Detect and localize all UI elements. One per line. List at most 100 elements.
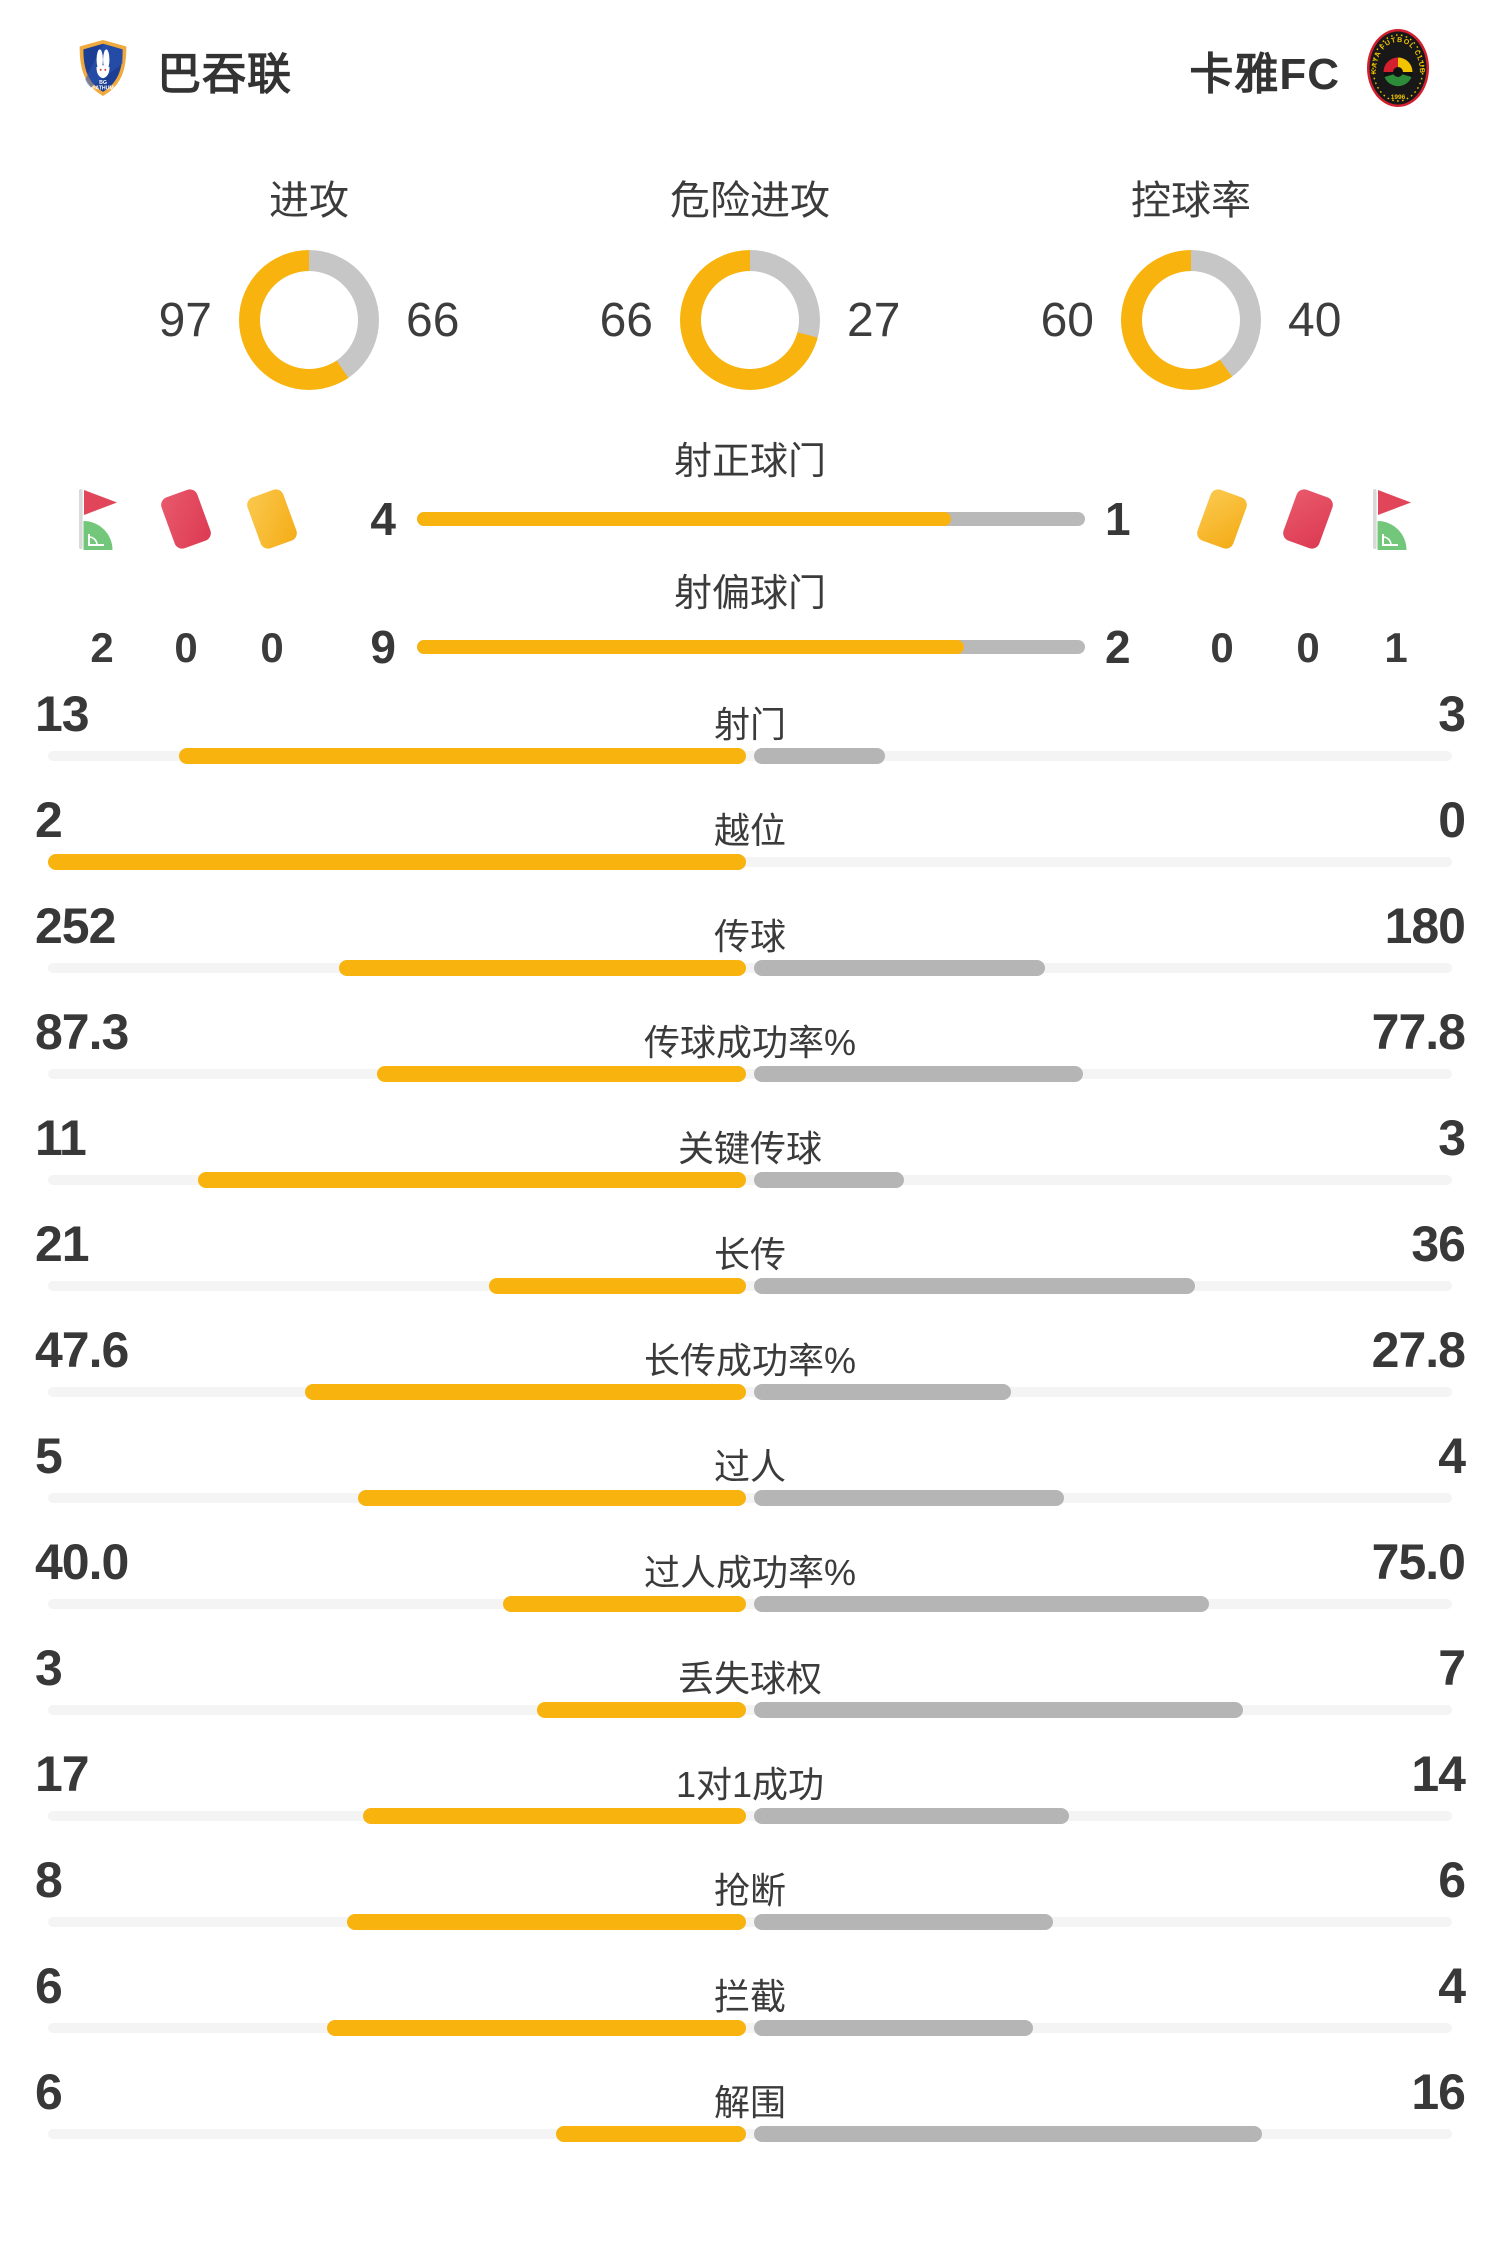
shots-off-target-bar bbox=[417, 640, 1085, 654]
stats-list: 13 射门 3 2 越位 0 252 传球 180 bbox=[0, 677, 1500, 2161]
svg-text:PATHUM: PATHUM bbox=[92, 85, 114, 91]
stat-home-value: 6 bbox=[35, 1958, 63, 2014]
stat-home-bar bbox=[347, 1914, 746, 1930]
stat-away-value: 0 bbox=[1438, 792, 1466, 848]
home-team-name: 巴吞联 bbox=[157, 50, 292, 99]
shots-off-target-label: 射偏球门 bbox=[673, 573, 826, 615]
stat-away-bar bbox=[754, 1808, 1070, 1824]
stat-home-value: 3 bbox=[35, 1640, 63, 1696]
stat-home-bar bbox=[327, 2020, 746, 2036]
red-card-icon bbox=[156, 487, 216, 551]
donut-stats-section: 进攻 97 66 危险进攻 66 27 控球率 60 40 bbox=[0, 178, 1500, 390]
svg-text:BG: BG bbox=[99, 79, 107, 85]
stat-row: 5 过人 4 bbox=[0, 1419, 1500, 1525]
stat-label: 解围 bbox=[713, 2082, 786, 2123]
stat-home-value: 13 bbox=[35, 686, 90, 742]
stat-row: 17 1对1成功 14 bbox=[0, 1737, 1500, 1843]
donut-away-value: 40 bbox=[1288, 293, 1342, 347]
stat-home-value: 6 bbox=[35, 2064, 63, 2120]
donut-home-value: 66 bbox=[599, 293, 653, 347]
stat-bar bbox=[48, 748, 1452, 764]
home-red-cards-count: 0 bbox=[174, 624, 198, 671]
stat-row: 6 解围 16 bbox=[0, 2055, 1500, 2161]
stat-row: 8 抢断 6 bbox=[0, 1843, 1500, 1949]
donut-chart bbox=[680, 250, 820, 390]
stat-label: 拦截 bbox=[713, 1976, 786, 2017]
stat-label: 过人成功率% bbox=[643, 1552, 856, 1593]
away-yellow-cards-count: 0 bbox=[1210, 624, 1234, 671]
stat-home-bar bbox=[178, 748, 746, 764]
stat-home-bar bbox=[48, 854, 746, 870]
stat-row: 2 越位 0 bbox=[0, 783, 1500, 889]
stat-label: 长传 bbox=[713, 1234, 786, 1275]
stat-label: 长传成功率% bbox=[643, 1340, 856, 1381]
stat-home-value: 40.0 bbox=[35, 1534, 129, 1590]
stat-home-value: 5 bbox=[35, 1428, 63, 1484]
stat-away-value: 27.8 bbox=[1371, 1322, 1466, 1378]
stat-bar bbox=[48, 854, 1452, 870]
stat-away-value: 3 bbox=[1438, 1110, 1466, 1166]
donut-stat-label: 控球率 bbox=[1131, 179, 1251, 223]
stat-home-value: 252 bbox=[35, 898, 116, 954]
stat-bar bbox=[48, 1702, 1452, 1718]
away-team[interactable]: 卡雅FC KAYA FUTBOL CLUB 1996 bbox=[1189, 28, 1430, 112]
stat-label: 丢失球权 bbox=[677, 1658, 822, 1699]
stat-home-value: 8 bbox=[35, 1852, 63, 1908]
stat-bar bbox=[48, 1278, 1452, 1294]
stat-row: 87.3 传球成功率% 77.8 bbox=[0, 995, 1500, 1101]
shots-off-target-away-value: 2 bbox=[1105, 621, 1131, 673]
donut-stat-label: 进攻 bbox=[269, 179, 349, 223]
stat-home-value: 47.6 bbox=[35, 1322, 129, 1378]
donut-chart bbox=[239, 250, 379, 390]
stat-home-bar bbox=[555, 2126, 746, 2142]
shots-on-target-bar bbox=[417, 512, 1085, 526]
shots-on-target-label: 射正球门 bbox=[673, 441, 826, 483]
stat-home-value: 11 bbox=[35, 1110, 87, 1166]
stat-label: 传球 bbox=[713, 916, 786, 957]
stat-home-value: 17 bbox=[35, 1746, 90, 1802]
stat-row: 11 关键传球 3 bbox=[0, 1101, 1500, 1207]
stat-row: 13 射门 3 bbox=[0, 677, 1500, 783]
shots-section: 射正球门 射偏球门 4 bbox=[0, 427, 1500, 679]
stat-label: 传球成功率% bbox=[643, 1022, 856, 1063]
stat-row: 40.0 过人成功率% 75.0 bbox=[0, 1525, 1500, 1631]
donut-home-value: 60 bbox=[1040, 293, 1094, 347]
donut-stat-label: 危险进攻 bbox=[670, 179, 830, 223]
stat-label: 关键传球 bbox=[677, 1128, 822, 1169]
header: BG PATHUM 巴吞联 卡雅FC KAYA FUTBOL CLUB bbox=[0, 28, 1500, 112]
stat-home-bar bbox=[305, 1384, 746, 1400]
stat-home-bar bbox=[358, 1490, 746, 1506]
shots-on-target-away-value: 1 bbox=[1105, 493, 1131, 545]
stat-row: 47.6 长传成功率% 27.8 bbox=[0, 1313, 1500, 1419]
away-team-logo-icon: KAYA FUTBOL CLUB 1996 bbox=[1366, 28, 1430, 113]
stat-away-value: 4 bbox=[1438, 1428, 1466, 1484]
red-card-icon bbox=[1278, 487, 1338, 551]
donut-stat: 控球率 60 40 bbox=[1014, 178, 1368, 390]
stat-label: 过人 bbox=[713, 1446, 786, 1487]
stat-away-value: 180 bbox=[1384, 898, 1466, 954]
corner-flag-icon bbox=[1366, 488, 1426, 550]
stat-away-bar bbox=[754, 1278, 1195, 1294]
stat-away-bar bbox=[754, 960, 1045, 976]
stat-away-value: 14 bbox=[1411, 1746, 1466, 1802]
stat-away-bar bbox=[754, 1172, 904, 1188]
away-corners-count: 1 bbox=[1384, 624, 1408, 671]
donut-stat: 进攻 97 66 bbox=[132, 178, 486, 390]
corner-flag-icon bbox=[72, 488, 132, 550]
stat-bar bbox=[48, 1066, 1452, 1082]
stat-bar bbox=[48, 1596, 1452, 1612]
stat-bar bbox=[48, 960, 1452, 976]
stat-bar bbox=[48, 1384, 1452, 1400]
stat-bar bbox=[48, 1172, 1452, 1188]
home-team[interactable]: BG PATHUM 巴吞联 bbox=[75, 28, 292, 112]
stat-label: 抢断 bbox=[713, 1870, 786, 1911]
donut-stat: 危险进攻 66 27 bbox=[573, 178, 927, 390]
stat-home-value: 2 bbox=[35, 792, 63, 848]
stat-home-bar bbox=[197, 1172, 746, 1188]
stat-away-value: 4 bbox=[1438, 1958, 1466, 2014]
stat-row: 252 传球 180 bbox=[0, 889, 1500, 995]
stat-bar bbox=[48, 1808, 1452, 1824]
stat-home-bar bbox=[536, 1702, 746, 1718]
stat-away-bar bbox=[754, 1596, 1210, 1612]
stat-away-bar bbox=[754, 1490, 1065, 1506]
